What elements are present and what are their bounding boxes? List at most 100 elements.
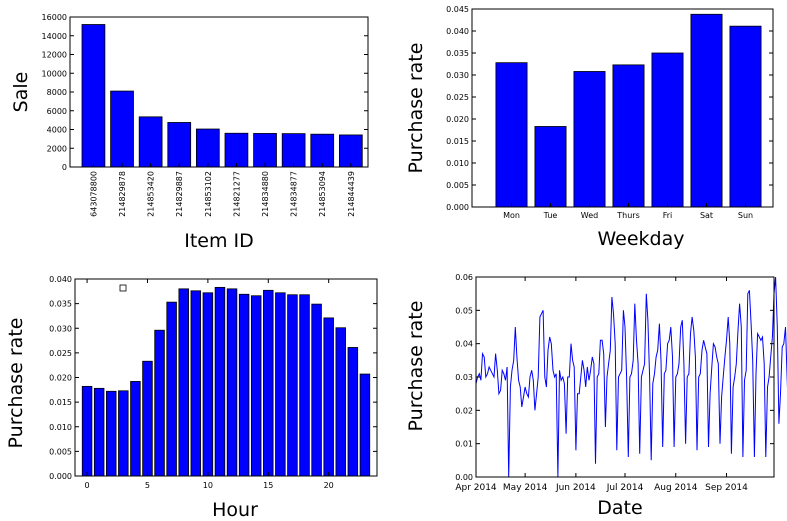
x-tick-label: 214834877: [290, 171, 299, 217]
y-tick-label: 0.035: [446, 49, 469, 58]
y-axis-label: Purchase rate: [5, 318, 27, 449]
x-tick-label: 214853094: [318, 171, 327, 217]
bar: [573, 71, 606, 208]
y-tick-label: 0.015: [49, 398, 72, 407]
x-axis-label: Weekday: [597, 228, 684, 250]
chart-purchase-rate-by-date: Apr 2014 May 2014 Jun 2014 Jul 2014 Aug 2014…: [405, 273, 787, 519]
x-tick-label: Apr 2014: [455, 483, 497, 493]
y-tick-label: 0: [62, 163, 67, 172]
x-tick-label: 0: [85, 481, 90, 490]
y-tick-label: 0.01: [455, 440, 473, 449]
x-tick-label: Wed: [581, 211, 598, 220]
bar: [310, 133, 335, 168]
y-tick-label: 2000: [47, 144, 67, 153]
x-tick-label: 20: [324, 481, 334, 490]
x-tick-label: 15: [263, 481, 273, 490]
y-tick-label: 0.05: [455, 306, 473, 315]
y-tick-label: 0.040: [49, 275, 72, 284]
bar: [166, 301, 177, 477]
x-tick-label: Jun 2014: [555, 483, 596, 493]
y-tick-label: 14000: [42, 32, 67, 41]
bar: [495, 62, 528, 208]
y-tick-label: 0.02: [455, 406, 473, 415]
bar: [130, 381, 141, 477]
y-tick-label: 0.015: [446, 137, 469, 146]
y-tick-label: 0.020: [446, 115, 469, 124]
y-tick-label: 0.020: [49, 374, 72, 383]
y-axis-label: Purchase rate: [405, 43, 427, 174]
bar: [287, 294, 298, 477]
x-tick-label: Aug 2014: [654, 483, 698, 493]
bar: [214, 286, 226, 477]
bar: [81, 385, 93, 477]
x-tick-label: 214834880: [261, 171, 270, 217]
bar: [202, 292, 214, 477]
bar: [299, 294, 310, 477]
x-tick-label: Mon: [503, 211, 520, 220]
y-tick-label: 12000: [42, 51, 67, 60]
bar: [178, 288, 189, 477]
x-tick-label: Sep 2014: [705, 483, 748, 493]
bar: [190, 290, 202, 477]
y-tick-label: 0.045: [446, 5, 469, 14]
x-tick-label: Jul 2014: [606, 483, 644, 493]
bar: [359, 373, 371, 477]
y-tick-label: 6000: [47, 107, 67, 116]
x-tick-label: 214844439: [347, 171, 356, 217]
y-tick-label: 0.010: [446, 159, 469, 168]
x-axis-label: Hour: [212, 499, 258, 521]
y-tick-label: 4000: [47, 126, 67, 135]
bar: [729, 25, 762, 208]
y-tick-label: 0.025: [446, 93, 469, 102]
bar: [110, 90, 134, 168]
x-tick-label: 214853420: [147, 171, 156, 217]
bar: [534, 126, 567, 208]
x-tick-label: 10: [203, 481, 213, 490]
bar: [138, 116, 163, 168]
bar: [335, 327, 346, 477]
x-tick-label: 5: [145, 481, 150, 490]
x-tick-label: 214821277: [232, 171, 241, 217]
y-tick-label: 0.005: [446, 181, 469, 190]
x-tick-label: Thurs: [616, 211, 639, 220]
bar: [690, 13, 723, 208]
y-tick-label: 10000: [42, 69, 67, 78]
y-tick-label: 0.035: [49, 300, 72, 309]
x-tick-label: Sat: [700, 211, 713, 220]
x-tick-label: Tue: [543, 211, 558, 220]
y-tick-label: 0.03: [455, 373, 473, 382]
x-axis-label: Item ID: [184, 230, 254, 252]
y-tick-label: 0.025: [49, 349, 72, 358]
y-axis-label: Purchase rate: [405, 301, 427, 432]
bar: [612, 64, 645, 208]
x-tick-label: Sun: [738, 211, 753, 220]
y-tick-label: 0.06: [455, 273, 473, 282]
bar: [263, 289, 274, 477]
plot-frame: [475, 276, 775, 478]
x-tick-label: 643078800: [89, 171, 98, 217]
y-tick-label: 0.010: [49, 423, 72, 432]
bar: [238, 293, 250, 477]
bar: [167, 122, 192, 168]
bar: [347, 347, 359, 477]
bar: [106, 390, 117, 477]
series-line: [475, 276, 787, 478]
y-tick-label: 16000: [42, 13, 67, 22]
bar: [338, 134, 363, 168]
bar: [275, 292, 286, 477]
y-tick-label: 0.000: [49, 472, 72, 481]
x-tick-label: 214829878: [118, 171, 127, 217]
legend-marker: [119, 284, 127, 292]
bar: [281, 133, 306, 168]
y-tick-label: 0.030: [446, 71, 469, 80]
y-tick-label: 0.030: [49, 324, 72, 333]
x-axis-label: Date: [597, 497, 642, 519]
x-tick-label: May 2014: [503, 483, 548, 493]
bar: [224, 132, 249, 168]
bar: [311, 303, 322, 477]
x-tick-label: Fri: [663, 211, 673, 220]
bar: [226, 288, 238, 477]
bar: [93, 387, 105, 477]
plot-frame: [471, 8, 774, 208]
